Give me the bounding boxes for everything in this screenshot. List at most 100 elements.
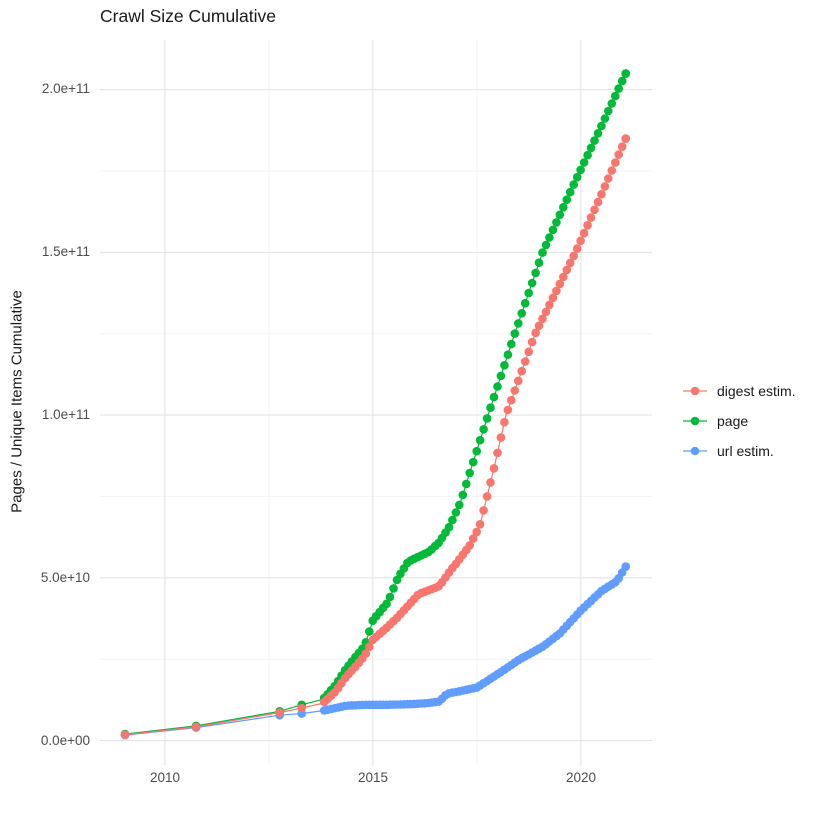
data-point-digest-estim- <box>600 182 610 191</box>
data-point-digest-estim- <box>604 174 613 183</box>
data-point-digest-estim- <box>621 134 631 143</box>
data-point-digest-estim- <box>593 197 603 207</box>
data-point-page <box>496 371 506 381</box>
data-point-digest-estim- <box>576 236 585 246</box>
data-point-page <box>607 99 617 108</box>
data-point-page <box>621 69 631 78</box>
data-point-digest-estim- <box>572 244 582 253</box>
data-point-page <box>458 490 468 500</box>
data-point-digest-estim- <box>472 527 482 537</box>
legend-label-page: page <box>717 413 749 429</box>
data-point-page <box>365 627 374 636</box>
data-point-page <box>514 319 523 328</box>
data-point-digest-estim- <box>555 279 565 289</box>
data-point-digest-estim- <box>607 166 617 175</box>
y-tick-label-3: 1.5e+11 <box>41 244 90 259</box>
data-point-page <box>503 350 513 360</box>
data-point-digest-estim- <box>559 272 568 282</box>
data-point-page <box>590 136 599 145</box>
gridlines-minor <box>100 40 652 765</box>
data-point-digest-estim- <box>486 478 495 487</box>
data-point-page <box>579 158 589 167</box>
data-point-page <box>482 414 492 423</box>
data-point-digest-estim- <box>611 158 620 167</box>
x-tick-label-2015: 2015 <box>357 770 389 785</box>
series-digest-estim- <box>120 134 631 739</box>
data-point-page <box>500 361 509 370</box>
data-point-digest-estim- <box>465 541 475 550</box>
data-point-digest-estim- <box>534 321 544 331</box>
data-point-digest-estim- <box>586 213 596 222</box>
data-point-page <box>527 278 537 288</box>
data-point-digest-estim- <box>475 520 485 529</box>
data-point-page <box>455 500 464 510</box>
y-tick-label-2: 1.0e+11 <box>41 407 90 422</box>
data-point-page <box>583 150 592 160</box>
data-point-digest-estim- <box>275 708 285 717</box>
data-point-page <box>559 203 568 212</box>
data-point-digest-estim- <box>479 506 488 515</box>
data-point-page <box>517 309 526 318</box>
legend-key-page-icon <box>683 416 707 426</box>
data-point-digest-estim- <box>493 448 502 458</box>
x-tick-label-2020: 2020 <box>565 770 597 785</box>
y-tick-label-0: 0.0e+00 <box>40 733 90 748</box>
data-point-page <box>507 339 516 349</box>
data-point-page <box>569 180 578 189</box>
data-point-digest-estim- <box>468 534 478 543</box>
y-axis-title: Pages / Unique Items Cumulative <box>8 290 26 513</box>
data-point-digest-estim- <box>527 337 537 347</box>
legend-label-digest-estim: digest estim. <box>717 383 796 399</box>
data-point-digest-estim- <box>545 300 554 310</box>
y-tick-label-4: 2.0e+11 <box>41 81 90 96</box>
data-point-digest-estim- <box>538 314 547 324</box>
data-point-page <box>524 288 533 298</box>
data-point-page <box>600 114 610 123</box>
data-point-page <box>486 403 495 413</box>
data-point-page <box>597 121 606 131</box>
data-point-digest-estim- <box>541 307 551 317</box>
y-tick-label-1: 5.0e+10 <box>40 570 90 585</box>
data-point-page <box>617 76 627 86</box>
data-point-digest-estim- <box>517 366 526 376</box>
data-point-digest-estim- <box>482 492 492 501</box>
data-point-page <box>548 225 558 235</box>
legend-key-digest-icon <box>683 386 707 396</box>
data-point-page <box>545 233 554 242</box>
data-point-digest-estim- <box>361 649 371 658</box>
data-point-page <box>448 515 457 525</box>
data-point-page <box>576 165 585 175</box>
data-point-digest-estim- <box>496 433 506 442</box>
legend-label-url-estim: url estim. <box>717 443 774 459</box>
data-point-page <box>586 143 596 153</box>
data-point-digest-estim- <box>531 328 540 338</box>
legend-item-url-estim: url estim. <box>682 442 796 460</box>
data-point-digest-estim- <box>500 417 509 427</box>
data-point-page <box>534 258 544 268</box>
data-point-digest-estim- <box>191 722 201 732</box>
data-point-digest-estim- <box>510 386 520 395</box>
data-point-digest-estim- <box>365 642 374 652</box>
data-point-page <box>611 91 620 101</box>
data-point-digest-estim- <box>565 258 575 268</box>
data-point-page <box>493 382 502 391</box>
data-point-digest-estim- <box>569 251 578 261</box>
data-point-url-estim- <box>621 562 631 571</box>
legend: digest estim. page url estim. <box>682 382 796 460</box>
data-point-digest-estim- <box>597 190 606 199</box>
data-point-digest-estim- <box>514 376 523 386</box>
data-point-page <box>562 195 572 204</box>
data-point-page <box>614 84 623 93</box>
data-point-page <box>593 129 603 138</box>
data-point-digest-estim- <box>548 293 558 303</box>
data-point-digest-estim- <box>503 405 513 415</box>
data-point-page <box>565 187 575 197</box>
data-point-page <box>604 106 613 116</box>
series-url-estim- <box>120 562 631 740</box>
data-point-page <box>552 218 561 227</box>
data-point-page <box>520 298 530 308</box>
gridlines-major <box>100 40 652 765</box>
data-point-page <box>389 584 398 593</box>
